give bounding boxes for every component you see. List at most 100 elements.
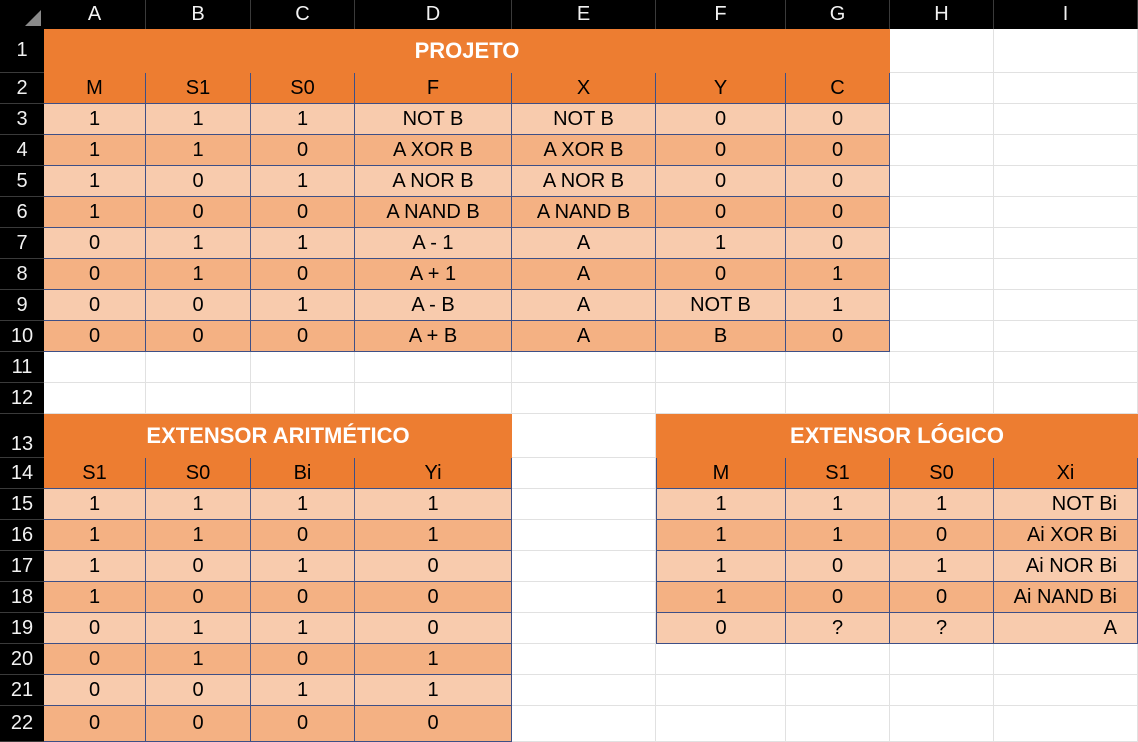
projeto-cell[interactable]: A	[512, 228, 656, 259]
row-header-17[interactable]: 17	[0, 551, 44, 582]
column-header-i[interactable]: I	[994, 0, 1138, 29]
aritmetico-cell[interactable]: 0	[44, 675, 146, 706]
aritmetico-cell[interactable]: 1	[146, 489, 251, 520]
projeto-cell[interactable]: 1	[251, 104, 355, 135]
aritmetico-cell[interactable]: 1	[251, 551, 355, 582]
projeto-cell[interactable]: 1	[146, 228, 251, 259]
aritmetico-cell[interactable]: 0	[146, 675, 251, 706]
logico-cell[interactable]: 0	[786, 551, 890, 582]
aritmetico-cell[interactable]: 1	[355, 675, 512, 706]
row-header-1[interactable]: 1	[0, 29, 44, 73]
row-header-11[interactable]: 11	[0, 352, 44, 383]
projeto-col-header[interactable]: C	[786, 73, 890, 104]
aritmetico-cell[interactable]: 1	[251, 675, 355, 706]
projeto-cell[interactable]: A NOR B	[512, 166, 656, 197]
projeto-cell[interactable]: 0	[786, 321, 890, 352]
aritmetico-col-header[interactable]: S0	[146, 458, 251, 489]
projeto-cell[interactable]: 0	[656, 259, 786, 290]
column-header-g[interactable]: G	[786, 0, 890, 29]
projeto-cell[interactable]: 0	[656, 104, 786, 135]
row-header-15[interactable]: 15	[0, 489, 44, 520]
aritmetico-cell[interactable]: 1	[251, 613, 355, 644]
projeto-cell[interactable]: A NAND B	[512, 197, 656, 228]
aritmetico-cell[interactable]: 1	[146, 520, 251, 551]
logico-cell[interactable]: Ai XOR Bi	[994, 520, 1138, 551]
aritmetico-cell[interactable]: 0	[355, 613, 512, 644]
projeto-cell[interactable]: 0	[786, 135, 890, 166]
projeto-cell[interactable]: 0	[146, 166, 251, 197]
aritmetico-cell[interactable]: 1	[44, 520, 146, 551]
projeto-cell[interactable]: NOT B	[355, 104, 512, 135]
logico-cell[interactable]: 0	[656, 613, 786, 644]
logico-col-header[interactable]: S1	[786, 458, 890, 489]
logico-cell[interactable]: 0	[786, 582, 890, 613]
logico-cell[interactable]: 1	[656, 520, 786, 551]
row-header-18[interactable]: 18	[0, 582, 44, 613]
logico-col-header[interactable]: S0	[890, 458, 994, 489]
logico-cell[interactable]: ?	[786, 613, 890, 644]
row-header-5[interactable]: 5	[0, 166, 44, 197]
projeto-cell[interactable]: A NOR B	[355, 166, 512, 197]
projeto-cell[interactable]: 0	[656, 135, 786, 166]
projeto-cell[interactable]: 0	[786, 166, 890, 197]
logico-cell[interactable]: Ai NAND Bi	[994, 582, 1138, 613]
projeto-cell[interactable]: 1	[251, 290, 355, 321]
row-header-13[interactable]: 13	[0, 414, 44, 458]
logico-cell[interactable]: Ai NOR Bi	[994, 551, 1138, 582]
projeto-cell[interactable]: A + B	[355, 321, 512, 352]
logico-cell[interactable]: 1	[786, 489, 890, 520]
projeto-cell[interactable]: A - 1	[355, 228, 512, 259]
logico-col-header[interactable]: Xi	[994, 458, 1138, 489]
projeto-cell[interactable]: 0	[146, 197, 251, 228]
projeto-cell[interactable]: 1	[44, 135, 146, 166]
logico-cell[interactable]: 1	[890, 489, 994, 520]
projeto-col-header[interactable]: F	[355, 73, 512, 104]
row-header-7[interactable]: 7	[0, 228, 44, 259]
logico-cell[interactable]: 0	[890, 520, 994, 551]
select-all-corner[interactable]	[0, 0, 44, 29]
projeto-col-header[interactable]: X	[512, 73, 656, 104]
aritmetico-cell[interactable]: 0	[44, 644, 146, 675]
aritmetico-cell[interactable]: 0	[251, 644, 355, 675]
column-header-c[interactable]: C	[251, 0, 355, 29]
logico-cell[interactable]: NOT Bi	[994, 489, 1138, 520]
projeto-cell[interactable]: 1	[44, 197, 146, 228]
row-header-22[interactable]: 22	[0, 706, 44, 742]
row-header-8[interactable]: 8	[0, 259, 44, 290]
column-header-a[interactable]: A	[44, 0, 146, 29]
projeto-cell[interactable]: 1	[146, 259, 251, 290]
column-header-b[interactable]: B	[146, 0, 251, 29]
aritmetico-cell[interactable]: 1	[44, 582, 146, 613]
projeto-cell[interactable]: 0	[656, 166, 786, 197]
projeto-cell[interactable]: 0	[44, 290, 146, 321]
projeto-cell[interactable]: A XOR B	[355, 135, 512, 166]
aritmetico-cell[interactable]: 0	[44, 613, 146, 644]
aritmetico-cell[interactable]: 1	[251, 489, 355, 520]
projeto-cell[interactable]: 1	[656, 228, 786, 259]
projeto-col-header[interactable]: S1	[146, 73, 251, 104]
logico-cell[interactable]: A	[994, 613, 1138, 644]
row-header-16[interactable]: 16	[0, 520, 44, 551]
projeto-cell[interactable]: 0	[251, 197, 355, 228]
projeto-col-header[interactable]: M	[44, 73, 146, 104]
projeto-cell[interactable]: 1	[44, 104, 146, 135]
projeto-cell[interactable]: NOT B	[512, 104, 656, 135]
projeto-cell[interactable]: A	[512, 290, 656, 321]
aritmetico-col-header[interactable]: Yi	[355, 458, 512, 489]
logico-cell[interactable]: 1	[890, 551, 994, 582]
projeto-cell[interactable]: 0	[44, 228, 146, 259]
logico-cell[interactable]: 1	[656, 582, 786, 613]
aritmetico-cell[interactable]: 1	[44, 551, 146, 582]
table-title-projeto[interactable]: PROJETO	[44, 29, 890, 73]
column-header-d[interactable]: D	[355, 0, 512, 29]
row-header-21[interactable]: 21	[0, 675, 44, 706]
projeto-cell[interactable]: A - B	[355, 290, 512, 321]
projeto-cell[interactable]: 0	[146, 321, 251, 352]
aritmetico-cell[interactable]: 1	[355, 489, 512, 520]
row-header-4[interactable]: 4	[0, 135, 44, 166]
row-header-3[interactable]: 3	[0, 104, 44, 135]
aritmetico-cell[interactable]: 0	[251, 520, 355, 551]
projeto-cell[interactable]: 1	[146, 104, 251, 135]
projeto-cell[interactable]: 0	[146, 290, 251, 321]
projeto-col-header[interactable]: Y	[656, 73, 786, 104]
